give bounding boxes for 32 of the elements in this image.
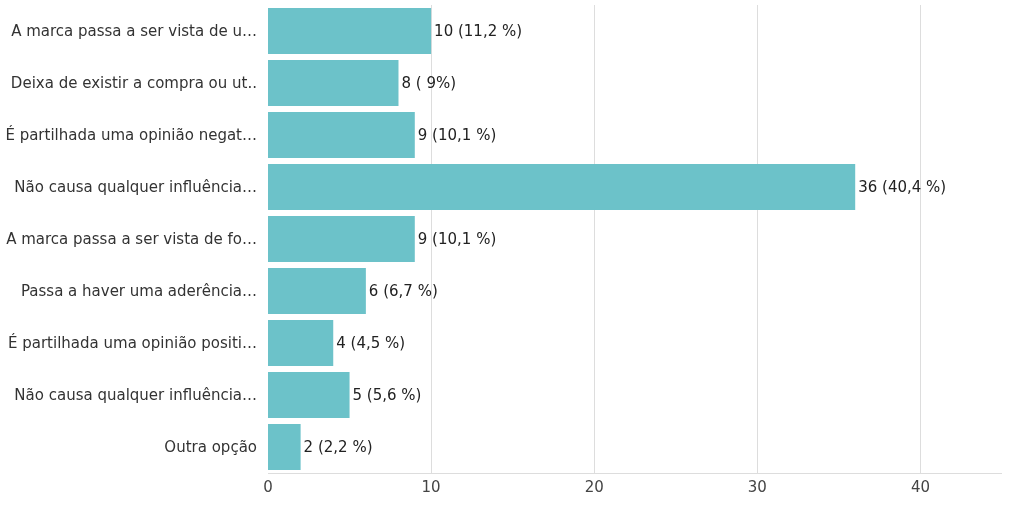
y-tick-label: É partilhada uma opinião negat… — [5, 125, 257, 145]
x-tick-label: 40 — [910, 478, 930, 496]
bar — [268, 164, 856, 210]
bar — [268, 320, 334, 366]
y-tick-label: A marca passa a ser vista de u… — [11, 22, 257, 41]
x-tick-label: 30 — [747, 478, 767, 496]
y-tick-label: Deixa de existir a compra ou ut.. — [10, 74, 257, 93]
data-label: 2 (2,2 %) — [303, 438, 373, 456]
bar — [268, 60, 399, 106]
data-label: 9 (10,1 %) — [417, 230, 497, 248]
data-label: 36 (40,4 %) — [858, 178, 947, 196]
data-label: 9 (10,1 %) — [417, 126, 497, 144]
y-tick-label: Não causa qualquer influência… — [14, 386, 257, 405]
x-tick-label: 10 — [421, 478, 441, 496]
bar — [268, 216, 415, 262]
x-tick-label: 0 — [263, 478, 273, 496]
y-tick-label: Passa a haver uma aderência… — [20, 282, 257, 301]
bar — [268, 268, 366, 314]
data-label: 6 (6,7 %) — [368, 282, 438, 300]
y-tick-label: A marca passa a ser vista de fo… — [6, 230, 257, 249]
data-label: 10 (11,2 %) — [434, 22, 523, 40]
bar — [268, 112, 415, 158]
x-tick-label: 20 — [584, 478, 604, 496]
y-tick-label: Não causa qualquer influência… — [14, 178, 257, 197]
y-tick-label: É partilhada uma opinião positi… — [7, 333, 257, 353]
bar — [268, 372, 350, 418]
data-label: 5 (5,6 %) — [352, 386, 422, 404]
y-tick-label: Outra opção — [164, 438, 257, 457]
bar — [268, 8, 432, 54]
data-label: 4 (4,5 %) — [336, 334, 406, 352]
bar — [268, 424, 301, 470]
data-label: 8 ( 9%) — [401, 74, 457, 92]
